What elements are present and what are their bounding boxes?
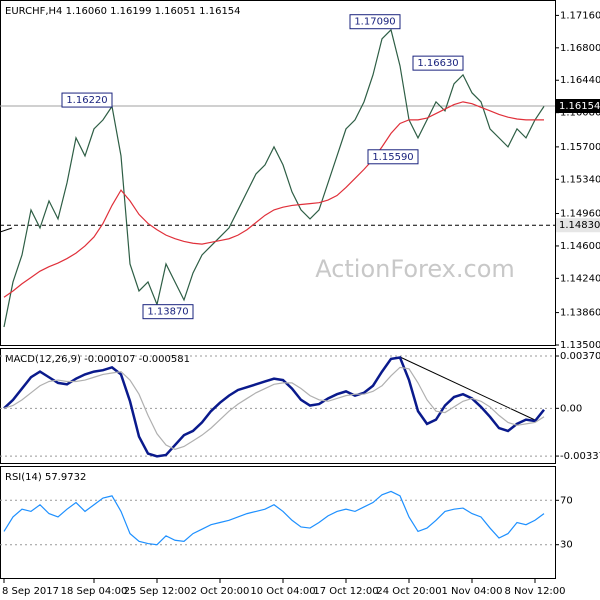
series-line: [3, 28, 545, 328]
annotation-label: 1.15590: [372, 152, 413, 163]
y-tick-label: 30: [560, 540, 573, 551]
annotation-box: [412, 55, 464, 71]
x-tick-label: 25 Sep 12:00: [124, 586, 191, 597]
annotation-label: 1.16630: [417, 58, 458, 69]
annotation-box: [349, 14, 401, 30]
x-tick-label: 24 Oct 20:00: [376, 586, 441, 597]
price-level-label: 1.16154: [559, 101, 600, 112]
price-level-label: 1.14830: [559, 220, 600, 231]
y-tick-label: 1.14600: [560, 241, 600, 252]
y-tick-label: 1.14960: [560, 209, 600, 220]
y-tick-label: 1.14240: [560, 273, 600, 284]
y-tick-label: 1.15340: [560, 174, 600, 185]
annotation-label: 1.17090: [354, 17, 395, 28]
series-line: [3, 101, 544, 298]
panel-title: MACD(12,26,9) -0.000107 -0.000581: [5, 354, 190, 365]
series-line: [3, 490, 545, 546]
panel-title: RSI(14) 57.9732: [5, 472, 86, 483]
price-frame: [0, 0, 556, 346]
x-tick-label: 18 Sep 04:00: [61, 586, 128, 597]
annotation-label: 1.16220: [66, 95, 107, 106]
x-tick-label: 10 Oct 04:00: [250, 586, 315, 597]
trend-stub: [0, 227, 13, 233]
x-tick-label: 8 Sep 2017: [2, 586, 59, 597]
series-line: [3, 366, 545, 450]
y-tick-label: 1.16800: [560, 43, 600, 54]
x-tick-label: 1 Nov 04:00: [441, 586, 502, 597]
rsi-frame: [0, 466, 556, 579]
y-tick-label: 1.17160: [560, 10, 600, 21]
annotation-box: [142, 304, 194, 320]
panel-title: EURCHF,H4 1.16060 1.16199 1.16051 1.1615…: [5, 6, 241, 17]
x-tick-label: 8 Nov 12:00: [504, 586, 565, 597]
y-tick-label: -0.003379: [560, 451, 600, 462]
x-tick-label: 2 Oct 20:00: [191, 586, 250, 597]
y-tick-label: 0.003705: [560, 351, 600, 362]
y-tick-label: 1.13500: [560, 340, 600, 351]
y-tick-label: 1.16080: [560, 108, 600, 119]
macd-frame: [0, 348, 556, 464]
price-level-box: [556, 99, 600, 114]
annotation-box: [367, 149, 419, 165]
y-tick-label: 1.15700: [560, 142, 600, 153]
watermark: ActionForex.com: [315, 255, 515, 283]
annotation-box: [61, 92, 113, 108]
price-level-box: [556, 218, 600, 233]
y-tick-label: 1.16440: [560, 75, 600, 86]
series-line: [3, 356, 545, 458]
y-tick-label: 1.13860: [560, 308, 600, 319]
macd-trendline: [399, 356, 536, 421]
x-tick-label: 17 Oct 12:00: [313, 586, 378, 597]
y-tick-label: 0.00: [560, 403, 582, 414]
annotation-label: 1.13870: [147, 307, 188, 318]
y-tick-label: 70: [560, 495, 573, 506]
